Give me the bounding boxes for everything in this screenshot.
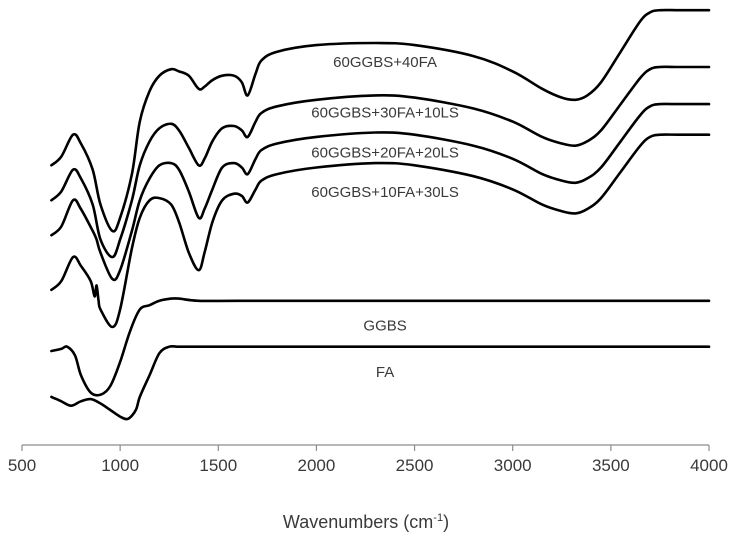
series-label: 60GGBS+40FA (333, 54, 437, 71)
series-line (50, 8, 711, 233)
series-line (50, 133, 711, 329)
x-tick-label: 3500 (592, 456, 630, 475)
series-label: 60GGBS+20FA+20LS (311, 145, 459, 162)
series-label: 60GGBS+10FA+30LS (311, 184, 459, 201)
series-line (50, 297, 711, 397)
x-tick-label: 1500 (199, 456, 237, 475)
series-line (50, 344, 711, 421)
series-labels: 60GGBS+40FA 60GGBS+30FA+10LS 60GGBS+20FA+2… (311, 54, 459, 381)
x-axis-title-main: Wavenumbers (cm (283, 512, 433, 532)
x-tick-label: 4000 (690, 456, 728, 475)
x-tick-label: 500 (8, 456, 36, 475)
series-label: FA (376, 364, 394, 381)
x-tick-label: 2000 (298, 456, 336, 475)
series-label: GGBS (363, 318, 406, 335)
series-label: 60GGBS+30FA+10LS (311, 105, 459, 122)
x-tick-label: 1000 (101, 456, 139, 475)
x-axis-title-superscript: -1 (433, 512, 443, 524)
x-tick-label: 2500 (396, 456, 434, 475)
series-lines (50, 8, 711, 421)
series-line (50, 102, 711, 282)
x-axis-title-close: ) (443, 512, 449, 532)
x-axis-title: Wavenumbers (cm-1) (283, 512, 449, 532)
x-axis-ticks: 500 1000 1500 2000 2500 3000 3500 4000 (8, 445, 728, 475)
series-line (50, 65, 711, 259)
x-tick-label: 3000 (494, 456, 532, 475)
plot-area: 500 1000 1500 2000 2500 3000 3500 4000 60GGBS+4… (8, 8, 728, 475)
